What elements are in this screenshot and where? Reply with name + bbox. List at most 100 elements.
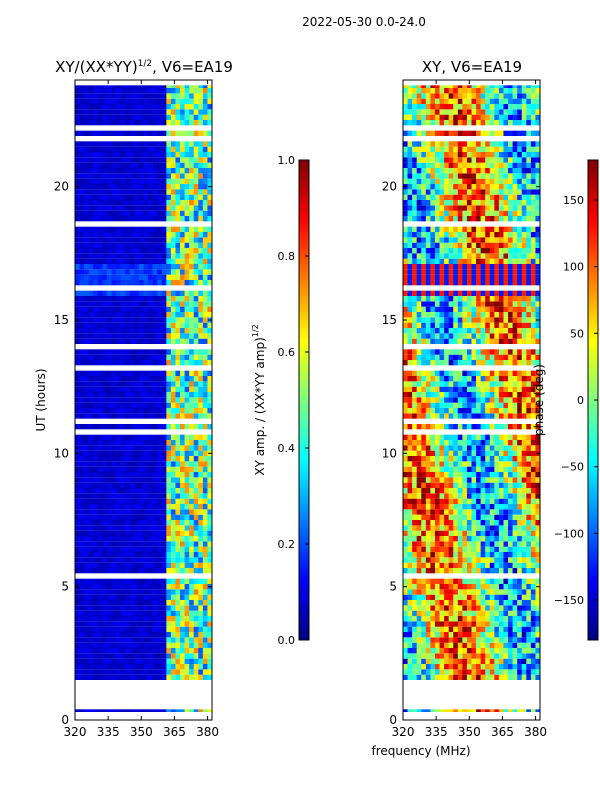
phase-cell	[489, 525, 495, 531]
amp-cell	[148, 530, 153, 536]
phase-cell	[466, 626, 472, 632]
phase-cell	[508, 653, 513, 659]
amp-cell	[157, 434, 163, 440]
amp-cell	[102, 552, 108, 558]
amp-cell	[120, 584, 126, 590]
amp-cell	[189, 413, 195, 419]
phase-cell	[412, 461, 417, 467]
phase-cell	[448, 349, 454, 355]
amp-cell	[134, 216, 140, 222]
phase-cell	[471, 536, 477, 542]
amp-cell	[207, 637, 213, 643]
amp-cell	[143, 472, 149, 478]
amp-cell	[111, 648, 117, 654]
phase-cell	[494, 376, 500, 382]
phase-cell	[480, 584, 486, 590]
amp-cell	[125, 189, 131, 195]
phase-cell	[412, 386, 417, 392]
amp-cell	[75, 210, 80, 216]
amp-cell	[97, 216, 103, 222]
phase-cell	[421, 328, 427, 334]
amp-cell	[166, 216, 172, 222]
amp-cell	[152, 525, 158, 531]
phase-cell	[421, 408, 427, 414]
amp-cell	[129, 653, 135, 659]
phase-cell	[434, 466, 440, 472]
amp-cell	[106, 477, 112, 483]
amp-cell	[143, 488, 149, 494]
phase-cell	[439, 461, 445, 467]
phase-cell	[503, 616, 509, 622]
phase-cell	[453, 498, 459, 504]
amp-cell	[125, 210, 131, 216]
amp-cell	[189, 514, 195, 520]
amp-cell	[134, 594, 140, 600]
amp-cell	[202, 568, 208, 574]
amp-cell	[111, 445, 117, 451]
amp-cell	[125, 205, 131, 211]
phase-cell	[530, 493, 536, 499]
phase-cell	[462, 541, 468, 547]
phase-cell	[508, 578, 513, 584]
amp-cell	[97, 269, 103, 275]
phase-cell	[407, 349, 413, 355]
amp-cell	[161, 232, 167, 238]
amp-cell	[116, 386, 121, 392]
amp-cell	[84, 488, 89, 494]
amp-cell	[120, 258, 126, 264]
amp-cell	[198, 498, 204, 504]
amp-cell	[134, 109, 140, 115]
amp-cell	[148, 546, 153, 552]
phase-cell	[521, 493, 527, 499]
amp-cell	[152, 162, 158, 168]
phase-cell	[471, 472, 477, 478]
phase-cell	[512, 578, 518, 584]
amp-cell	[143, 157, 149, 163]
amp-cell	[79, 269, 85, 275]
amp-cell	[134, 146, 140, 152]
amp-cell	[161, 578, 167, 584]
amp-cell	[88, 424, 94, 430]
amp-cell	[138, 226, 144, 232]
phase-cell	[471, 514, 477, 520]
amp-cell	[148, 98, 153, 104]
phase-cell	[471, 440, 477, 446]
amp-cell	[152, 264, 158, 270]
amp-cell	[88, 253, 94, 259]
phase-cell	[444, 520, 449, 526]
amp-cell	[193, 541, 199, 547]
amp-cell	[143, 376, 149, 382]
amp-cell	[202, 536, 208, 542]
amp-cell	[79, 472, 85, 478]
amp-cell	[170, 658, 176, 664]
amp-cell	[175, 461, 181, 467]
phase-cell	[498, 338, 504, 344]
amp-cell	[125, 541, 131, 547]
amp-cell	[198, 280, 204, 286]
phase-cell	[412, 509, 417, 515]
phase-cell	[407, 541, 413, 547]
phase-cell	[403, 648, 408, 654]
amp-cell	[129, 258, 135, 264]
amp-cell	[120, 578, 126, 584]
amp-cell	[148, 466, 153, 472]
amp-cell	[152, 189, 158, 195]
amp-cell	[134, 658, 140, 664]
amp-cell	[189, 594, 195, 600]
phase-cell	[503, 514, 509, 520]
phase-cell	[407, 434, 413, 440]
amp-cell	[202, 578, 208, 584]
phase-cell	[453, 482, 459, 488]
phase-cell	[448, 509, 454, 515]
amp-cell	[202, 386, 208, 392]
phase-cell	[498, 552, 504, 558]
phase-cell	[521, 594, 527, 600]
phase-cell	[444, 616, 449, 622]
amp-cell	[111, 584, 117, 590]
amp-cell	[207, 434, 213, 440]
phase-cell	[530, 333, 536, 339]
phase-cell	[457, 424, 463, 430]
phase-cell	[453, 472, 459, 478]
amp-cell	[198, 536, 204, 542]
amp-cell	[79, 488, 85, 494]
